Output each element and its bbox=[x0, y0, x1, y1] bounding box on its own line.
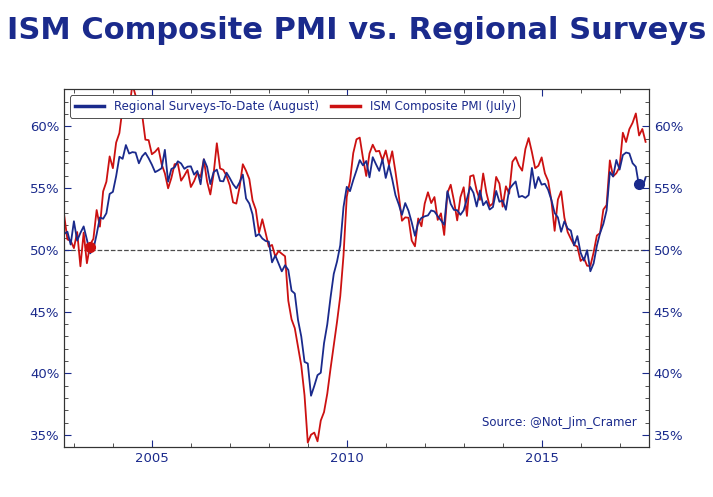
Text: Source: @Not_Jim_Cramer: Source: @Not_Jim_Cramer bbox=[483, 416, 637, 429]
Legend: Regional Surveys-To-Date (August), ISM Composite PMI (July): Regional Surveys-To-Date (August), ISM C… bbox=[70, 95, 520, 118]
Text: ISM Composite PMI vs. Regional Surveys: ISM Composite PMI vs. Regional Surveys bbox=[7, 16, 706, 45]
